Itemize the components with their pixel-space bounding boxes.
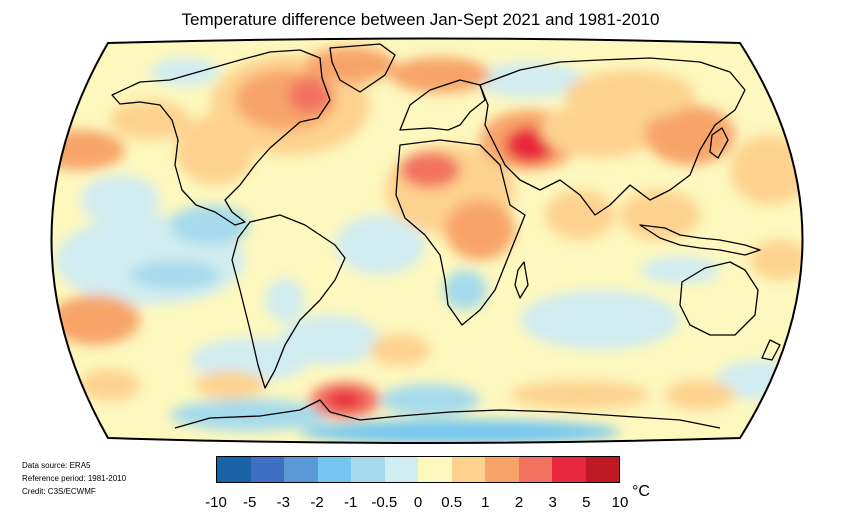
globe-outline (50, 37, 804, 444)
anomaly-patch (305, 47, 395, 83)
legend-tick-label: 3 (548, 494, 557, 511)
anomaly-patch (390, 57, 490, 93)
anomaly-patch (51, 295, 140, 345)
anomaly-patch (380, 384, 480, 416)
anomaly-patch (445, 200, 515, 260)
anomaly-patch (80, 175, 160, 225)
map-title: Temperature difference between Jan-Sept … (181, 10, 660, 29)
legend-tick-label: -1 (343, 494, 358, 511)
coastline-south-america (231, 214, 346, 389)
legend-tick-label: -3 (276, 494, 290, 511)
credit-text: Credit: C3S/ECWMF (22, 487, 96, 496)
legend-tick-labels: -10 -5 -3 -2 -1 -0.5 0 0.5 1 2 3 5 10 (196, 494, 641, 514)
anomaly-patch (520, 290, 680, 350)
anomaly-patch (370, 334, 430, 366)
legend-tick-label: 1 (481, 494, 490, 511)
legend-tick-label: -5 (242, 494, 257, 511)
anomaly-patch (51, 130, 125, 170)
credits-block: Data source: ERA5 Reference period: 1981… (22, 459, 126, 498)
legend-tick-label: -0.5 (371, 494, 398, 511)
anomaly-patch (265, 278, 305, 322)
coastline-africa (395, 139, 526, 326)
anomaly-patch (400, 152, 460, 188)
anomaly-patch (288, 77, 332, 113)
legend-tick-label: -2 (310, 494, 324, 511)
anomaly-patch (665, 380, 735, 410)
anomaly-patch (327, 391, 363, 409)
anomaly-patch (190, 338, 310, 382)
anomaly-patch (195, 371, 265, 399)
legend-swatch (451, 457, 485, 482)
legend-tick-label: -10 (205, 494, 227, 511)
coastline-asia (479, 57, 746, 216)
legend-swatch (217, 457, 251, 482)
anomaly-patch (335, 215, 425, 275)
legend-swatch (351, 457, 385, 482)
coastline-indonesia (639, 224, 761, 256)
color-legend: -10 -5 -3 -2 -1 -0.5 0 0.5 1 2 3 5 10 (205, 456, 628, 511)
legend-tick-label: 0 (413, 494, 423, 511)
anomaly-patch (565, 70, 695, 120)
legend-tick-label: 5 (582, 494, 591, 511)
coastline-north-america (111, 49, 331, 226)
legend-swatch (485, 457, 519, 482)
anomaly-patch (730, 135, 803, 205)
anomaly-patch (110, 100, 190, 140)
anomaly-patch (443, 270, 487, 310)
legend-tick-label: 0.5 (441, 494, 463, 511)
anomaly-patch (300, 420, 620, 443)
legend-swatch (384, 457, 418, 482)
anomaly-patch (640, 256, 720, 284)
anomaly-patch (130, 261, 220, 289)
legend-swatch (518, 457, 552, 482)
coastline-australia (679, 261, 759, 336)
legend-swatch (317, 457, 351, 482)
legend-tick-label: 10 (611, 494, 629, 511)
anomaly-patch (750, 240, 803, 280)
anomaly-patch (170, 399, 330, 431)
coastline-madagascar (514, 261, 529, 299)
legend-swatch (585, 457, 619, 482)
data-source-text: Data source: ERA5 (22, 461, 91, 470)
anomaly-patch (645, 105, 735, 165)
anomaly-field (51, 47, 803, 443)
legend-swatch (418, 457, 452, 482)
legend-swatch (552, 457, 586, 482)
coastline-greenland (329, 43, 396, 93)
anomaly-patch (510, 381, 650, 409)
legend-swatch (250, 457, 284, 482)
coastlines (111, 43, 781, 429)
anomaly-patch (170, 205, 250, 245)
legend-unit: °C (632, 483, 650, 500)
anomaly-patch (150, 58, 220, 86)
coastline-europe (399, 79, 486, 131)
legend-tick-label: 2 (514, 494, 524, 511)
legend-color-bar (216, 456, 620, 483)
legend-swatch (284, 457, 318, 482)
coastline-new-zealand (761, 339, 781, 361)
reference-period-text: Reference period: 1981-2010 (22, 474, 127, 483)
coastline-antarctica (174, 399, 721, 429)
anomaly-patch (475, 62, 585, 98)
anomaly-patch (545, 190, 615, 240)
anomaly-patch (620, 190, 700, 240)
coastline-japan (709, 127, 729, 159)
anomaly-patch (175, 115, 255, 185)
anomaly-patch (80, 369, 140, 401)
